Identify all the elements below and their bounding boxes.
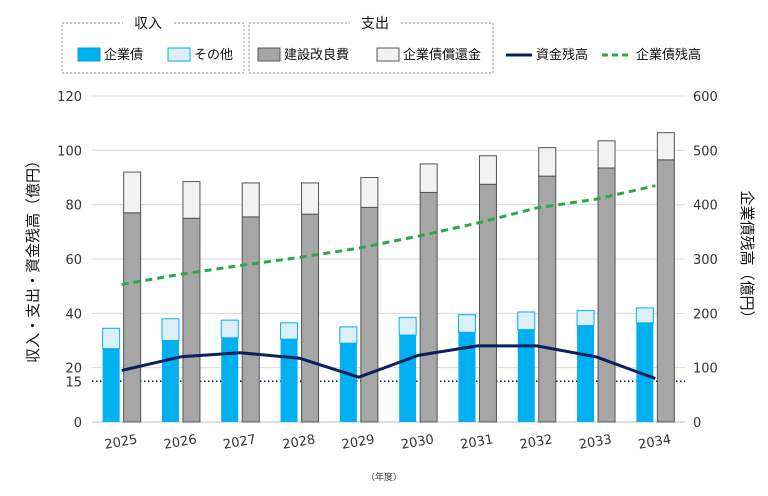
bar-layer: [102, 132, 675, 423]
x-tick: 2028: [281, 432, 316, 453]
bar-sonota: [220, 319, 239, 339]
x-tick: 2033: [578, 432, 613, 453]
bar-sonota: [517, 311, 536, 331]
bar-kensetsu: [301, 213, 320, 423]
right-axis-title: 企業債残高（億円）: [738, 190, 756, 325]
legend-swatch-kigyosai: [77, 47, 101, 62]
right-tick: 100: [693, 362, 718, 377]
left-axis-title: 収入・支出・資金残高（億円）: [24, 153, 42, 363]
left-tick: 120: [57, 90, 82, 105]
legend-label-sonota: その他: [194, 48, 233, 63]
x-tick: 2025: [103, 432, 138, 453]
bar-kigyosai: [221, 337, 239, 422]
legend-label-shokan: 企業債償還金: [403, 47, 481, 63]
bar-kensetsu: [182, 217, 201, 423]
bar-kensetsu: [538, 175, 557, 423]
bar-shokan: [538, 147, 557, 177]
line-kigyosaizandaka: [121, 184, 656, 286]
x-tick: 2027: [222, 432, 257, 453]
left-tick: 100: [57, 144, 82, 159]
bar-shokan: [301, 182, 320, 215]
bar-shokan: [478, 155, 497, 185]
legend-expenditure-title: 支出: [361, 16, 389, 32]
bar-kensetsu: [360, 206, 379, 423]
right-tick: 200: [693, 307, 718, 322]
bar-sonota: [339, 326, 358, 344]
right-tick: 300: [693, 253, 718, 268]
bar-shokan: [360, 177, 379, 208]
x-tick: 2032: [519, 432, 554, 453]
bar-kensetsu: [241, 216, 260, 423]
bar-kensetsu: [419, 191, 438, 423]
bar-kensetsu: [656, 159, 675, 423]
bar-kigyosai: [161, 340, 179, 422]
bar-kigyosai: [458, 332, 476, 422]
bar-shokan: [182, 181, 201, 219]
legend-swatch-kensetsu: [257, 47, 281, 62]
left-tick: 60: [65, 253, 82, 268]
bar-sonota: [457, 314, 476, 333]
right-tick: 400: [693, 199, 718, 214]
reference-line-label: 15: [65, 375, 82, 390]
legend-label-kigyosai: 企業債: [104, 47, 143, 63]
right-axis-ticks: 0 100 200 300 400 500 600: [693, 90, 718, 431]
left-tick: 40: [65, 307, 82, 322]
left-tick: 80: [65, 199, 82, 214]
bar-kigyosai: [280, 339, 298, 422]
left-axis-ticks: 0 20 40 60 80 100 120: [57, 90, 82, 431]
bar-shokan: [656, 132, 675, 161]
legend-label-shikinzandaka: 資金残高: [536, 47, 588, 63]
legend-swatch-sonota: [167, 47, 191, 62]
bar-sonota: [280, 322, 299, 340]
line-layer: [121, 184, 656, 380]
bar-shokan: [597, 140, 616, 169]
bar-sonota: [102, 327, 121, 350]
line-shikinzandaka: [121, 344, 656, 380]
x-tick: 2029: [341, 432, 376, 453]
left-tick: 20: [65, 362, 82, 377]
bar-kigyosai: [577, 325, 595, 422]
bar-sonota: [635, 307, 654, 324]
x-tick: 2031: [459, 432, 494, 453]
bar-kigyosai: [517, 329, 535, 422]
x-tick: 2026: [163, 432, 198, 453]
bar-kigyosai: [399, 335, 417, 422]
legend-label-kigyosaizandaka: 企業債残高: [636, 47, 701, 63]
bar-kigyosai: [636, 322, 654, 422]
x-axis-tick-labels: 2025 2026 2027 2028 2029 2030 2031 2032 …: [103, 432, 672, 453]
bar-shokan: [123, 171, 142, 214]
x-tick: 2034: [637, 432, 672, 453]
legend-swatch-shokan: [376, 47, 400, 62]
bar-kigyosai: [102, 348, 120, 422]
bar-shokan: [241, 182, 260, 218]
legend-label-kensetsu: 建設改良費: [284, 47, 349, 63]
legend-income-title: 収入: [134, 16, 162, 32]
bar-shokan: [419, 163, 438, 193]
bar-kensetsu: [123, 212, 142, 423]
left-tick: 0: [74, 416, 82, 431]
right-tick: 0: [693, 416, 701, 431]
bar-sonota: [398, 316, 417, 336]
bar-kigyosai: [339, 343, 357, 422]
x-tick: 2030: [400, 432, 435, 453]
bar-kensetsu: [597, 167, 616, 423]
right-tick: 500: [693, 144, 718, 159]
bar-sonota: [161, 318, 180, 341]
x-axis-title: （年度）: [366, 471, 402, 483]
gridlines: [92, 95, 685, 423]
right-tick: 600: [693, 90, 718, 105]
bar-sonota: [576, 310, 595, 327]
